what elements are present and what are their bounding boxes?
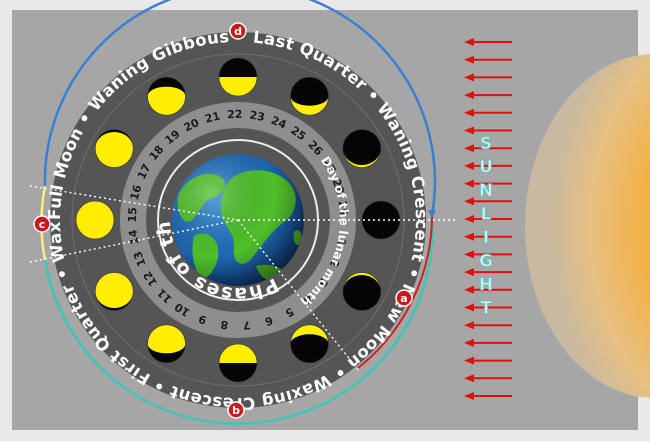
moon-phase-icons (75, 57, 401, 383)
marker-c: c (33, 215, 51, 233)
sunlight-arrow-icon (464, 268, 512, 277)
sunlight-arrow-icon (464, 321, 512, 330)
day-number: 17 (135, 162, 154, 182)
moon-icon-4 (218, 57, 258, 97)
day-number: 13 (131, 249, 149, 268)
sunlight-arrow-icon (464, 374, 512, 383)
day-number: 8 (220, 318, 229, 332)
sunlight-arrow-icon (464, 392, 512, 400)
sunlight-letter: I (483, 228, 489, 248)
marker-a: a (395, 289, 413, 307)
day-number: 16 (128, 183, 145, 201)
arc-a (357, 214, 433, 369)
svg-text:a: a (400, 292, 407, 305)
day-number: 24 (269, 114, 288, 132)
sunlight-arrow-icon (464, 179, 512, 188)
moon-icon-5 (147, 76, 186, 116)
moon-icon-11 (290, 324, 329, 364)
sunlight-arrow-icon (464, 197, 512, 206)
day-number: 14 (126, 228, 141, 246)
moon-icon-6 (94, 129, 134, 168)
sunlight-letter: G (479, 252, 493, 272)
svg-text:b: b (232, 404, 240, 417)
sunlight-arrow-icon (464, 91, 512, 100)
sunlight-arrow-icon (464, 161, 512, 170)
sunlight-letter: S (480, 134, 492, 154)
moon-icon-7 (75, 200, 115, 240)
moon-icon-10 (218, 343, 258, 383)
marker-b: b (227, 401, 245, 419)
sunlight-letter: L (481, 205, 492, 225)
day-number: 15 (126, 207, 140, 223)
svg-text:c: c (39, 218, 46, 231)
arc-b (43, 214, 434, 426)
sunlight-arrow-icon (464, 250, 512, 259)
sunlight-letter: H (479, 275, 493, 295)
moon-icon-3 (290, 76, 329, 116)
day-number: 28 (329, 177, 346, 196)
sunlight-letter: N (479, 181, 493, 201)
day-number: 22 (227, 108, 243, 121)
day-number: 20 (182, 116, 202, 135)
moon-icon-8 (94, 272, 134, 311)
sunlight-arrow-icon (464, 356, 512, 365)
day-number: 6 (263, 314, 274, 329)
sunlight-arrow-icon (464, 126, 512, 135)
sunlight-arrow-icon (464, 215, 512, 223)
day-number: 1 (334, 237, 348, 247)
sunlight-arrow-icon (464, 55, 512, 64)
marker-d: d (229, 22, 247, 40)
sunlight-arrow-icon (464, 73, 512, 82)
sunlight-arrow-icon (464, 303, 512, 312)
day-number: 23 (248, 108, 265, 124)
sunlight-arrow-icon (464, 144, 512, 153)
sunlight-letter: U (479, 158, 493, 178)
moon-icon-2 (342, 129, 382, 168)
day-number: 21 (204, 109, 222, 125)
day-number: 29 (336, 200, 351, 217)
sunlight-arrow-icon (464, 232, 512, 241)
svg-text:d: d (234, 25, 242, 38)
sunlight-arrows (464, 38, 512, 400)
moon-icon-12 (342, 272, 382, 311)
sunlight-arrow-icon (464, 108, 512, 117)
day-number: 7 (242, 318, 251, 332)
sunlight-arrow-icon (464, 285, 512, 294)
day-number: 9 (197, 312, 209, 327)
sun-icon (525, 54, 650, 398)
moon-icon-9 (147, 324, 186, 364)
sunlight-letter: T (480, 299, 492, 319)
sunlight-arrow-icon (464, 38, 512, 46)
dotted-guide-lines (29, 185, 458, 373)
sunlight-arrow-icon (464, 338, 512, 347)
arc-d (43, 0, 437, 216)
